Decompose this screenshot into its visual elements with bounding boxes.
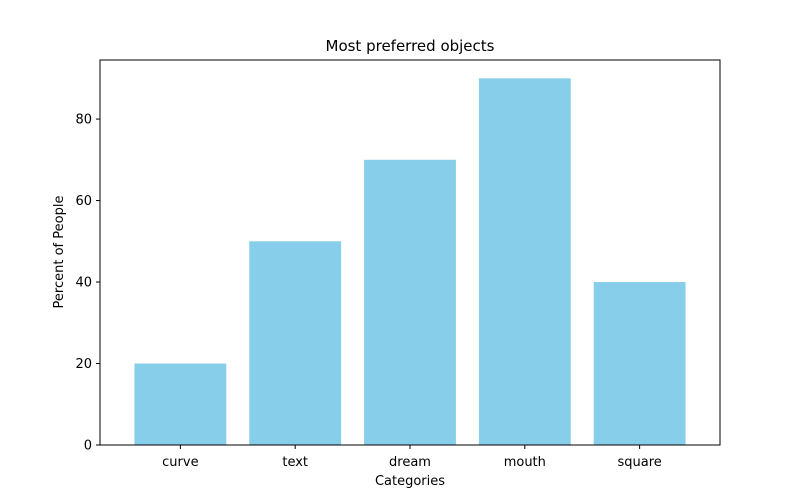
y-tick-label: 40 [75, 276, 92, 291]
bar-dream [364, 159, 456, 445]
x-tick-label: text [282, 455, 308, 470]
x-tick-label: square [617, 455, 661, 470]
bar-curve [134, 363, 227, 445]
chart-title: Most preferred objects [326, 37, 495, 55]
bar-text [249, 241, 342, 445]
x-tick-label: dream [389, 455, 431, 470]
y-tick-label: 0 [84, 439, 92, 454]
y-axis-ticks: 0 20 40 60 80 [75, 113, 100, 454]
x-tick-label: mouth [504, 455, 546, 470]
x-tick-label: curve [162, 455, 198, 470]
x-axis-label: Categories [375, 474, 445, 489]
y-tick-label: 80 [75, 113, 92, 128]
y-tick-label: 60 [75, 194, 92, 209]
plot-frame [99, 59, 721, 446]
bars-group [134, 78, 686, 445]
y-tick-label: 20 [75, 357, 92, 372]
x-axis-ticks: curve text dream mouth square [162, 445, 662, 470]
y-axis-label: Percent of People [52, 196, 67, 309]
bar-square [593, 282, 686, 445]
bar-mouth [478, 78, 571, 445]
